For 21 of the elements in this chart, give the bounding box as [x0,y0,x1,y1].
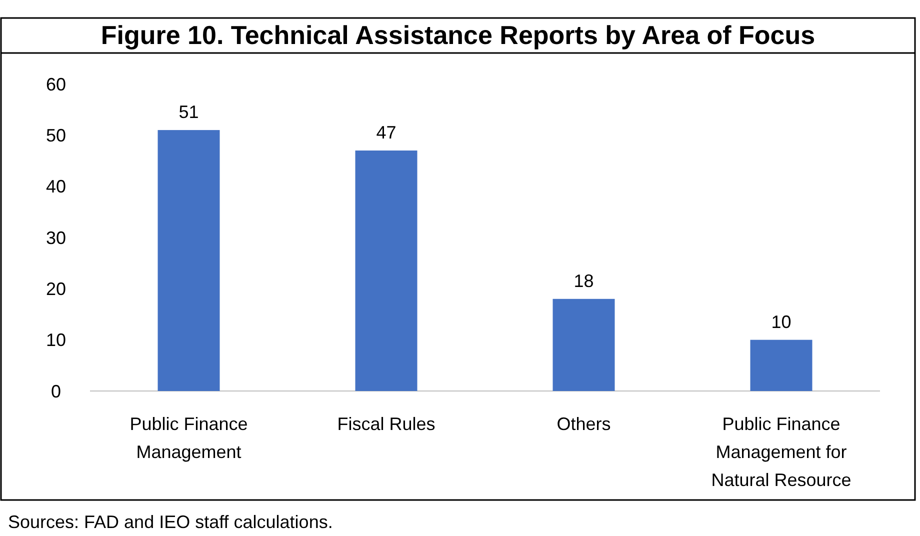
source-note: Sources: FAD and IEO staff calculations. [8,512,333,532]
data-label: 51 [178,102,199,122]
bar [158,130,220,391]
chart-title: Figure 10. Technical Assistance Reports by Area of Focus [100,20,816,50]
data-label: 47 [376,122,396,143]
y-tick-label: 60 [46,74,66,94]
y-tick-label: 20 [46,278,66,299]
bar [552,298,615,391]
data-label: 10 [771,312,792,332]
x-tick-label: Fiscal Rules [337,414,436,434]
x-tick-label: Public Finance Management for Natural Resource [711,414,852,490]
bar [355,150,418,391]
bar [750,340,812,391]
y-tick-label: 0 [50,381,62,402]
y-tick-label: 50 [46,125,66,146]
y-tick-label: 40 [46,176,66,197]
data-label: 18 [574,270,594,291]
y-tick-label: 10 [46,330,66,350]
y-tick-label: 30 [46,228,66,248]
x-tick-label: Others [556,414,611,434]
x-tick-label: Public Finance Management [130,414,248,462]
